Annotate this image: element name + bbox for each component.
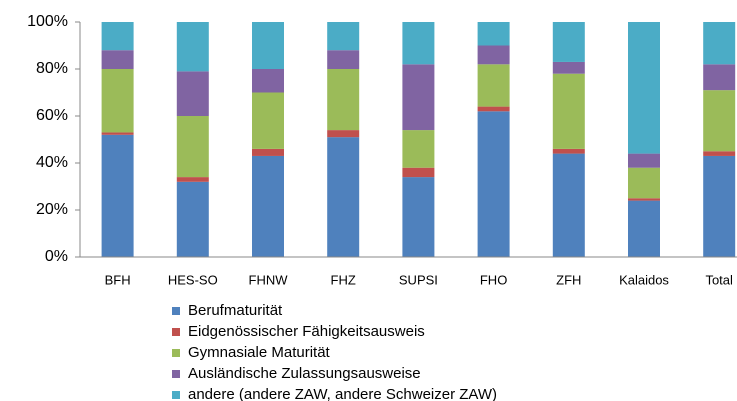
- legend-swatch: [172, 349, 180, 357]
- legend-label: Gymnasiale Maturität: [188, 344, 331, 361]
- bar-segment: [402, 130, 435, 168]
- bar-segment: [327, 130, 360, 138]
- bar-segment: [628, 198, 660, 201]
- legend-swatch: [172, 307, 180, 315]
- bar-segment: [176, 177, 209, 182]
- bar-segment: [477, 22, 510, 46]
- bar-segment: [477, 111, 510, 257]
- bar-segment: [402, 22, 435, 65]
- y-tick-label: 100%: [27, 13, 68, 30]
- x-tick-label: SUPSI: [399, 272, 438, 287]
- bar-segment: [552, 73, 585, 149]
- bar-segment: [703, 22, 736, 65]
- bar-segment: [327, 69, 360, 131]
- y-tick-label: 20%: [36, 201, 68, 218]
- legend-swatch: [172, 391, 180, 399]
- x-tick-label: BFH: [105, 272, 131, 287]
- x-tick-label: FHZ: [331, 272, 356, 287]
- x-tick-label: ZFH: [556, 272, 581, 287]
- legend-label: andere (andere ZAW, andere Schweizer ZAW…: [188, 386, 497, 401]
- bar-segment: [101, 134, 134, 257]
- bar-segment: [101, 69, 134, 133]
- bar-segment: [402, 64, 435, 131]
- bar-segment: [252, 69, 284, 93]
- x-tick-label: HES-SO: [168, 272, 218, 287]
- bar-segment: [252, 155, 284, 257]
- bar-segment: [628, 167, 660, 199]
- y-tick-label: 60%: [36, 107, 68, 124]
- legend-label: Eidgenössischer Fähigkeitsausweis: [188, 323, 425, 340]
- bar-segment: [402, 177, 435, 257]
- bar-segment: [176, 181, 209, 257]
- bar-segment: [327, 137, 360, 257]
- bar-segment: [176, 71, 209, 116]
- bar-segment: [327, 22, 360, 51]
- bar-segment: [252, 148, 284, 156]
- y-tick-label: 0%: [45, 248, 68, 265]
- y-tick-label: 80%: [36, 60, 68, 77]
- bar-segment: [703, 64, 736, 91]
- bar-segment: [477, 45, 510, 65]
- bar-segment: [552, 22, 585, 62]
- legend-label: Berufmaturität: [188, 302, 283, 319]
- bar-segment: [552, 61, 585, 74]
- legend-swatch: [172, 370, 180, 378]
- bar-segment: [176, 22, 209, 72]
- bar-segment: [101, 50, 134, 69]
- legend-label: Ausländische Zulassungsausweise: [188, 365, 421, 382]
- bar-segment: [327, 50, 360, 69]
- bar-segment: [176, 116, 209, 178]
- bar-segment: [628, 200, 660, 257]
- bar-segment: [703, 151, 736, 156]
- bar-segment: [101, 22, 134, 51]
- y-tick-label: 40%: [36, 154, 68, 171]
- bar-segment: [628, 22, 660, 154]
- bar-segment: [477, 64, 510, 107]
- bar-segment: [402, 167, 435, 178]
- bar-segment: [552, 148, 585, 154]
- bar-segment: [252, 92, 284, 149]
- bar-segment: [101, 132, 134, 135]
- bar-segment: [703, 155, 736, 257]
- x-tick-label: FHNW: [249, 272, 289, 287]
- x-tick-label: Kalaidos: [619, 272, 669, 287]
- bar-segment: [552, 153, 585, 257]
- x-tick-label: Total: [705, 272, 733, 287]
- x-tick-label: FHO: [480, 272, 507, 287]
- bar-segment: [477, 106, 510, 112]
- legend-swatch: [172, 328, 180, 336]
- bar-segment: [252, 22, 284, 69]
- bar-segment: [628, 153, 660, 168]
- bar-segment: [703, 90, 736, 152]
